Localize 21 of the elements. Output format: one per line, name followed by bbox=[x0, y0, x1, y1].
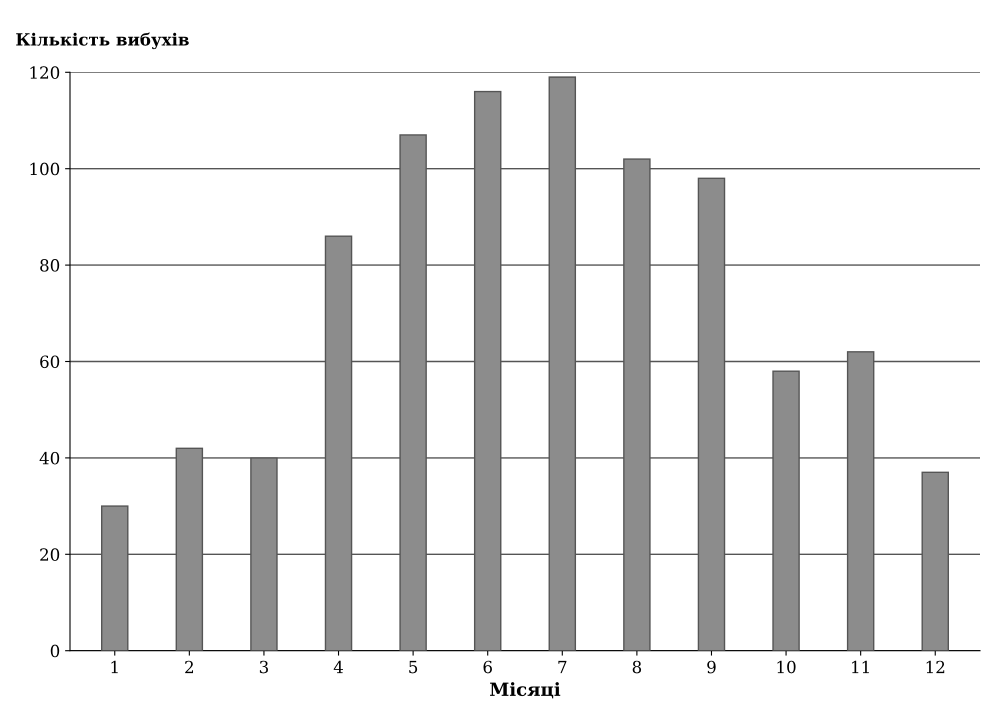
y-tick-label: 80 bbox=[40, 259, 60, 272]
x-tick-label: 3 bbox=[260, 660, 268, 674]
y-tick-label: 120 bbox=[30, 66, 60, 79]
y-tick-label: 60 bbox=[40, 355, 60, 368]
x-axis-title: Місяці bbox=[490, 682, 560, 698]
y-tick-label: 20 bbox=[40, 548, 60, 561]
x-tick-label: 4 bbox=[334, 660, 343, 674]
x-tick-label: 2 bbox=[185, 660, 194, 674]
x-tick-label: 5 bbox=[409, 660, 418, 674]
x-tick-label: 9 bbox=[707, 660, 716, 674]
x-tick-label: 7 bbox=[558, 660, 566, 674]
x-tick-label: 11 bbox=[852, 660, 869, 674]
y-tick-label: 0 bbox=[50, 644, 60, 658]
x-tick-label: 10 bbox=[777, 660, 796, 674]
y-tick-label: 100 bbox=[30, 162, 60, 176]
x-tick-label: 8 bbox=[632, 660, 642, 674]
x-tick-label: 6 bbox=[484, 660, 492, 674]
y-axis-title: Кількість вибухів bbox=[16, 32, 189, 50]
x-tick-label: 12 bbox=[926, 660, 944, 674]
y-tick-label: 40 bbox=[40, 452, 60, 464]
x-tick-label: 1 bbox=[111, 660, 118, 674]
